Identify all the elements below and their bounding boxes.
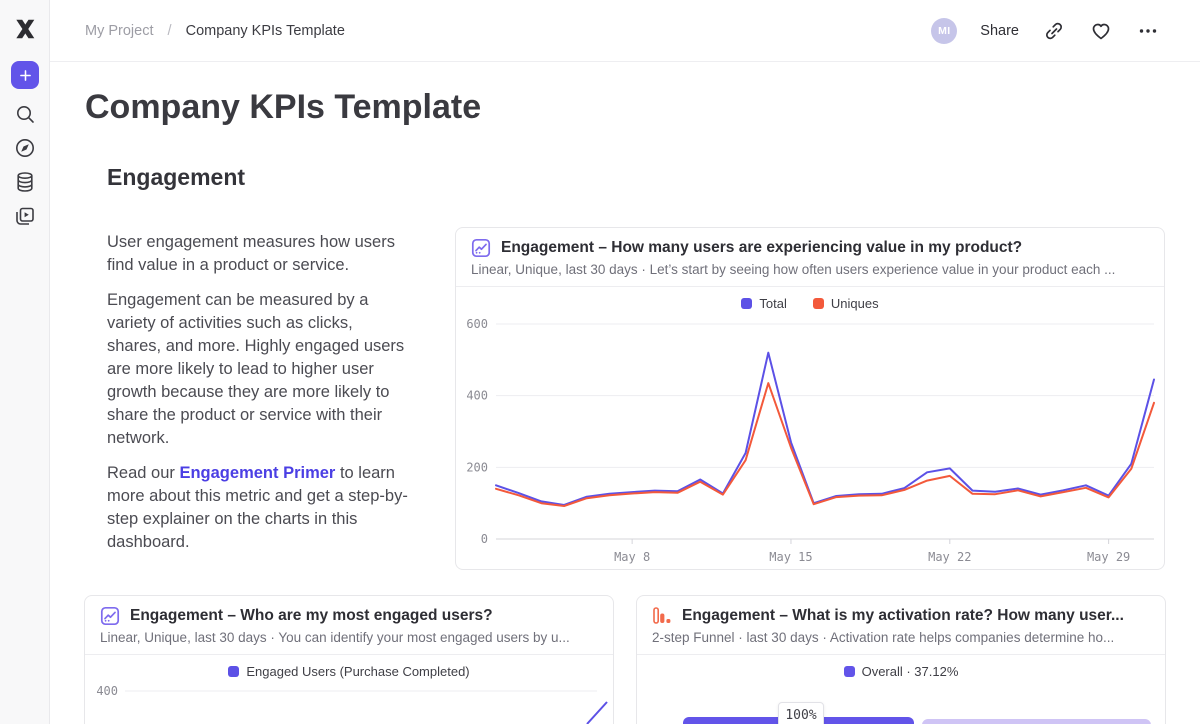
plus-icon bbox=[19, 69, 31, 81]
data-stack-icon[interactable] bbox=[13, 170, 37, 194]
topbar-actions: MI Share bbox=[931, 17, 1160, 44]
legend-swatch bbox=[843, 665, 855, 677]
report-subtitle: 2-step Funnel · last 30 days · Activatio… bbox=[652, 630, 1115, 645]
section-heading: Engagement bbox=[107, 164, 246, 190]
card-activation-rate: Engagement – What is my activation rate?… bbox=[636, 595, 1166, 724]
report-title[interactable]: Engagement – How many users are experien… bbox=[501, 239, 1023, 256]
legend-swatch bbox=[812, 297, 824, 309]
value-line-chart[interactable]: 0 200 400 600 May 8 May 15 May 22 May 29 bbox=[456, 314, 1164, 564]
legend-item-overall[interactable]: Overall · 37.12% bbox=[843, 663, 959, 679]
breadcrumb: My Project / Company KPIs Template bbox=[85, 23, 345, 39]
breadcrumb-separator: / bbox=[167, 22, 172, 39]
paragraph: Read our Engagement Primer to learn more… bbox=[107, 462, 409, 554]
legend-label: Engaged Users (Purchase Completed) bbox=[246, 663, 470, 679]
legend-swatch bbox=[228, 665, 240, 677]
funnel-icon bbox=[652, 606, 672, 626]
report-title[interactable]: Engagement – Who are my most engaged use… bbox=[130, 607, 493, 624]
legend-swatch bbox=[741, 297, 753, 309]
engagement-primer-link[interactable]: Engagement Primer bbox=[179, 464, 336, 482]
report-subtitle: Linear, Unique, last 30 days · Let’s sta… bbox=[471, 262, 1116, 277]
svg-text:600: 600 bbox=[466, 317, 488, 331]
mixpanel-logo-icon[interactable] bbox=[12, 16, 38, 42]
funnel-step-value-tooltip: 100% bbox=[778, 702, 824, 724]
avatar[interactable]: MI bbox=[931, 17, 958, 44]
favorite-heart-icon[interactable] bbox=[1089, 19, 1113, 43]
report-subtitle: Linear, Unique, last 30 days · You can i… bbox=[100, 630, 570, 645]
legend-item-engaged-users[interactable]: Engaged Users (Purchase Completed) bbox=[228, 663, 470, 679]
sidebar bbox=[0, 0, 50, 724]
svg-text:0: 0 bbox=[481, 532, 488, 546]
share-button[interactable]: Share bbox=[980, 22, 1019, 39]
legend-item-uniques[interactable]: Uniques bbox=[812, 295, 879, 311]
copy-link-icon[interactable] bbox=[1042, 19, 1066, 43]
more-options-icon[interactable] bbox=[1136, 19, 1160, 43]
topbar: My Project / Company KPIs Template MI Sh… bbox=[50, 0, 1200, 62]
y-axis-tick: 400 bbox=[96, 684, 118, 698]
svg-text:May 29: May 29 bbox=[1087, 550, 1130, 564]
paragraph: Engagement can be measured by a variety … bbox=[107, 291, 405, 447]
report-title[interactable]: Engagement – What is my activation rate?… bbox=[682, 607, 1124, 624]
funnel-chart: 100% bbox=[637, 596, 1165, 724]
breadcrumb-current-page: Company KPIs Template bbox=[185, 22, 345, 39]
line-chart-icon bbox=[471, 238, 491, 258]
discover-compass-icon[interactable] bbox=[13, 136, 37, 160]
svg-text:400: 400 bbox=[466, 389, 488, 403]
funnel-step-2-bar[interactable] bbox=[922, 719, 1151, 724]
boards-icon[interactable] bbox=[13, 204, 37, 228]
card-engaged-users: Engagement – Who are my most engaged use… bbox=[84, 595, 614, 724]
card-header: Engagement – What is my activation rate?… bbox=[637, 596, 1165, 655]
paragraph: User engagement measures how users find … bbox=[107, 233, 395, 274]
page-title: Company KPIs Template bbox=[85, 88, 482, 126]
engaged-users-chart[interactable]: 400 bbox=[85, 682, 613, 724]
search-icon[interactable] bbox=[13, 102, 37, 126]
chart-legend: Total Uniques bbox=[456, 295, 1164, 311]
svg-text:May 8: May 8 bbox=[614, 550, 650, 564]
chart-legend: Overall · 37.12% bbox=[637, 663, 1165, 679]
legend-label: Total bbox=[759, 295, 787, 311]
chart-legend: Engaged Users (Purchase Completed) bbox=[85, 663, 613, 679]
section-text-block: User engagement measures how users find … bbox=[107, 231, 409, 566]
line-fragment bbox=[586, 701, 608, 724]
card-header: Engagement – Who are my most engaged use… bbox=[85, 596, 613, 655]
legend-label: Overall · 37.12% bbox=[861, 663, 959, 679]
svg-text:May 22: May 22 bbox=[928, 550, 971, 564]
breadcrumb-project[interactable]: My Project bbox=[85, 22, 154, 39]
legend-item-total[interactable]: Total bbox=[741, 295, 787, 311]
card-header: Engagement – How many users are experien… bbox=[456, 228, 1164, 287]
svg-text:May 15: May 15 bbox=[769, 550, 812, 564]
svg-text:200: 200 bbox=[466, 460, 488, 474]
paragraph-text: Read our bbox=[107, 464, 180, 482]
line-chart-icon bbox=[100, 606, 120, 626]
card-experiencing-value: Engagement – How many users are experien… bbox=[455, 227, 1165, 570]
create-plus-button[interactable] bbox=[11, 61, 39, 89]
paragraph-text: to learn more about this metric and get … bbox=[107, 464, 408, 551]
legend-label: Uniques bbox=[830, 295, 879, 311]
